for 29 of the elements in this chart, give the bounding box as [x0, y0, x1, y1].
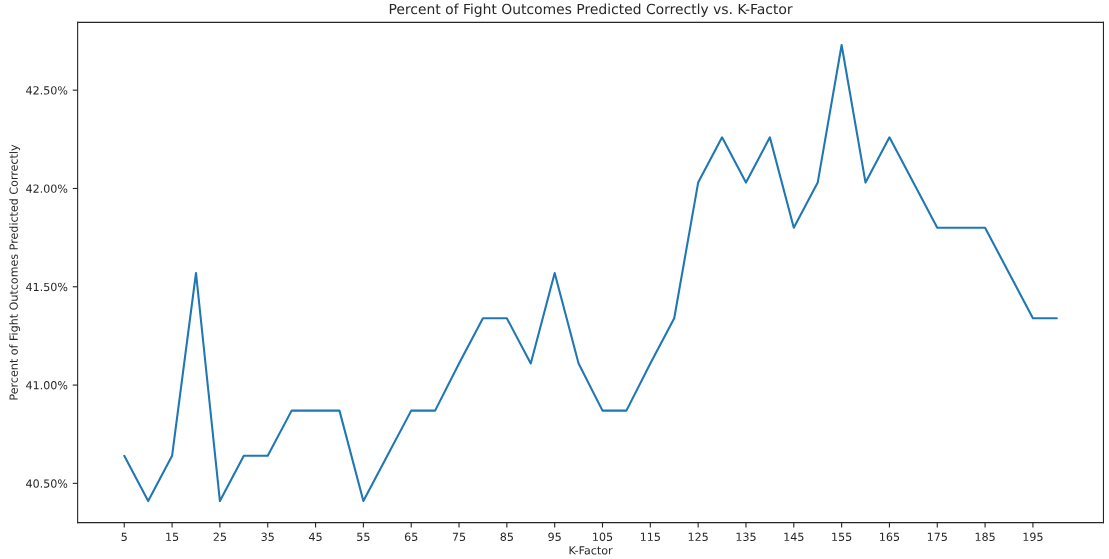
x-tick-label: 135: [736, 532, 756, 541]
x-tick-label: 5: [121, 532, 127, 541]
x-tick-label: 155: [832, 532, 852, 541]
y-tick-label: 40.50%: [26, 479, 68, 488]
x-tick-label: 95: [548, 532, 561, 541]
x-tick-label: 175: [927, 532, 947, 541]
x-tick-label: 25: [213, 532, 227, 541]
x-tick-label: 165: [880, 532, 900, 541]
x-axis-title: K-Factor: [569, 546, 613, 555]
y-tick-label: 42.00%: [26, 184, 68, 193]
y-tick-label: 41.50%: [26, 282, 68, 292]
x-tick-label: 85: [500, 532, 513, 541]
x-tick-label: 195: [1023, 532, 1043, 541]
x-tick-label: 65: [404, 532, 418, 541]
x-tick-label: 185: [975, 532, 995, 541]
line-series: [123, 43, 1058, 503]
x-tick-label: 115: [640, 532, 660, 541]
x-tick-label: 145: [784, 532, 804, 541]
x-tick-label: 35: [261, 532, 274, 541]
x-tick-label: 15: [166, 532, 179, 541]
y-tick-label: 42.50%: [26, 86, 68, 95]
y-tick-label: 41.00%: [26, 381, 68, 390]
chart-title: Percent of Fight Outcomes Predicted Correctly vs. K-Factor: [389, 3, 793, 17]
x-tick-label: 55: [357, 532, 370, 541]
x-tick-label: 125: [688, 532, 708, 541]
x-tick-label: 75: [452, 532, 466, 541]
y-axis-title: Percent of Fight Outcomes Predicted Correctly: [9, 144, 20, 400]
x-tick-label: 105: [593, 532, 613, 541]
x-tick-label: 45: [309, 532, 322, 541]
